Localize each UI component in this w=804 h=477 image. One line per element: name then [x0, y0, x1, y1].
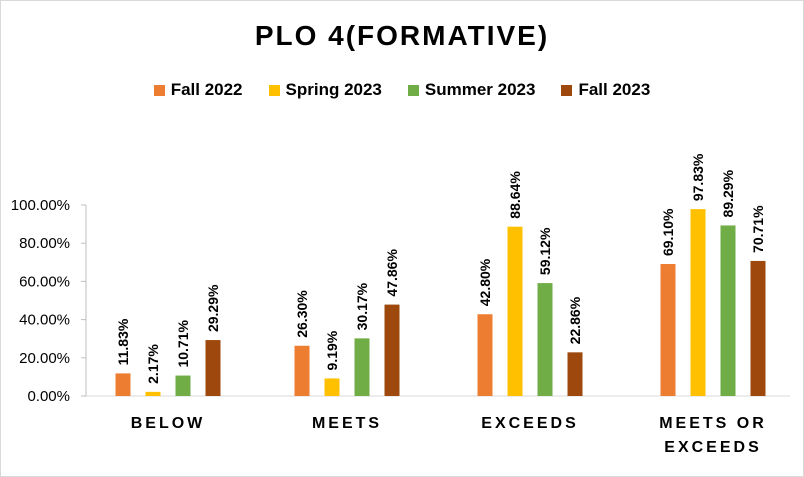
- chart-legend: Fall 2022 Spring 2023 Summer 2023 Fall 2023: [0, 80, 804, 100]
- y-tick-label: 0.00%: [27, 388, 70, 405]
- bar: [537, 283, 553, 396]
- legend-label: Spring 2023: [285, 80, 382, 99]
- bar: [205, 340, 221, 396]
- y-tick-label: 80.00%: [19, 235, 70, 252]
- data-label: 89.29%: [720, 169, 736, 217]
- x-category-label: MEETS: [312, 415, 382, 432]
- legend-item: Fall 2022: [153, 80, 243, 100]
- y-tick-label: 100.00%: [11, 197, 70, 214]
- bar: [720, 225, 736, 396]
- bar: [567, 352, 583, 396]
- data-label: 88.64%: [507, 171, 523, 219]
- data-label: 30.17%: [354, 282, 370, 330]
- legend-label: Summer 2023: [424, 80, 536, 99]
- legend-label: Fall 2022: [170, 80, 243, 99]
- data-label: 2.17%: [145, 344, 161, 384]
- y-tick-label: 40.00%: [19, 312, 70, 329]
- data-label: 29.29%: [205, 284, 221, 332]
- data-label: 26.30%: [294, 290, 310, 338]
- bar: [115, 373, 131, 396]
- bar: [507, 226, 523, 396]
- data-label: 97.83%: [690, 153, 706, 201]
- chart-title: PLO 4(FORMATIVE): [254, 20, 550, 51]
- bar: [690, 209, 706, 396]
- legend-swatch: [153, 84, 165, 96]
- y-tick-label: 60.00%: [19, 273, 70, 290]
- legend-item: Fall 2023: [561, 80, 650, 100]
- x-category-label: EXCEEDS: [481, 415, 578, 432]
- x-category-label: MEETS OR: [659, 415, 767, 432]
- bar: [324, 378, 340, 396]
- legend-swatch: [561, 84, 573, 96]
- legend-swatch: [268, 84, 280, 96]
- legend-label: Fall 2023: [578, 80, 651, 99]
- data-label: 22.86%: [567, 296, 583, 344]
- bar: [750, 260, 766, 396]
- legend-swatch: [407, 84, 419, 96]
- bar: [477, 314, 493, 396]
- bar: [294, 345, 310, 396]
- bar: [175, 375, 191, 396]
- data-label: 70.71%: [750, 205, 766, 253]
- bar: [384, 304, 400, 396]
- bar: [354, 338, 370, 396]
- legend-item: Spring 2023: [268, 80, 382, 100]
- legend-item: Summer 2023: [407, 80, 536, 100]
- data-label: 69.10%: [660, 208, 676, 256]
- data-label: 9.19%: [324, 330, 340, 370]
- x-category-label: BELOW: [131, 415, 206, 432]
- x-category-label: EXCEEDS: [664, 439, 761, 456]
- data-label: 59.12%: [537, 227, 553, 275]
- bar: [660, 264, 676, 396]
- data-label: 10.71%: [175, 320, 191, 368]
- bar: [145, 391, 161, 396]
- data-label: 11.83%: [115, 318, 131, 365]
- data-label: 47.86%: [384, 249, 400, 297]
- data-label: 42.80%: [477, 258, 493, 306]
- y-tick-label: 20.00%: [19, 350, 70, 367]
